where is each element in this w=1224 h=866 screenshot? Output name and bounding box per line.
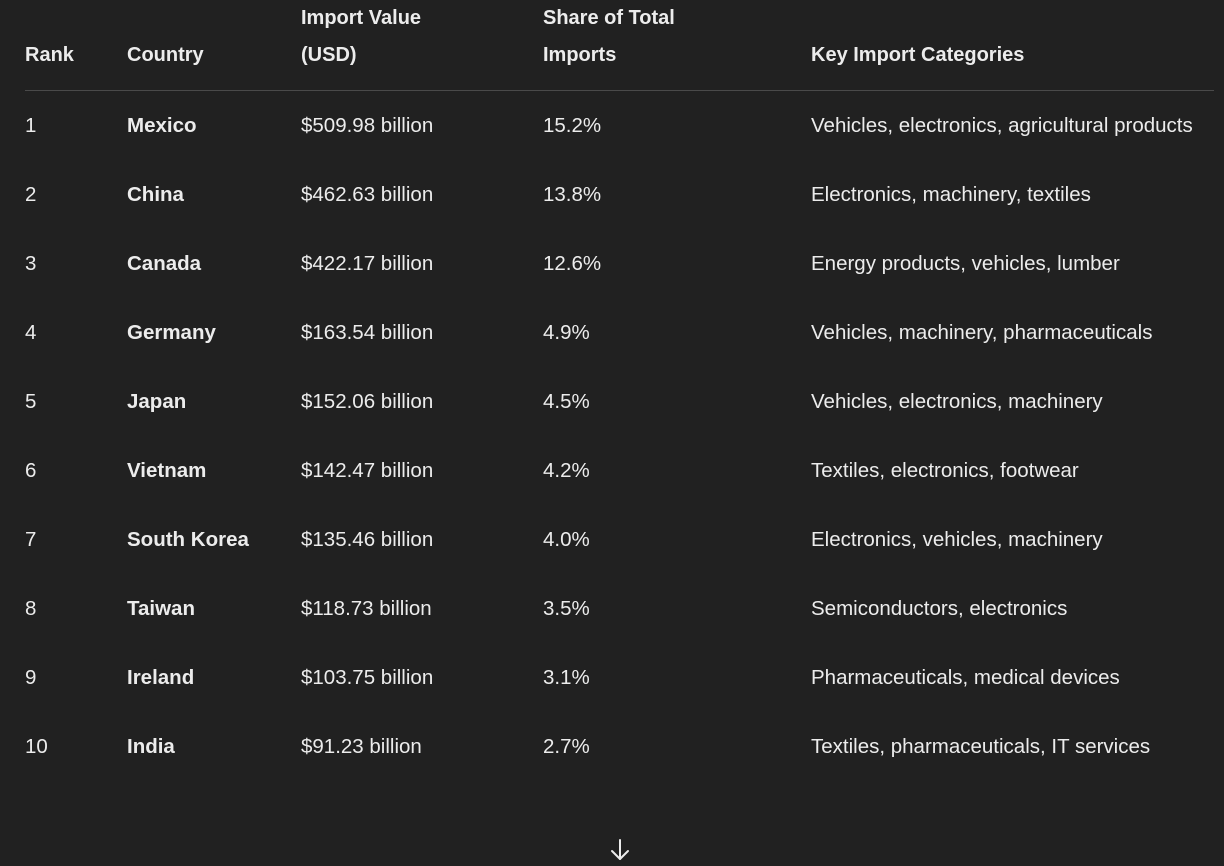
header-share: Share of Total Imports bbox=[543, 0, 811, 91]
cell-rank: 7 bbox=[25, 528, 37, 551]
header-rank: Rank bbox=[25, 0, 127, 91]
cell-country: Ireland bbox=[127, 666, 195, 689]
cell-share: 4.9% bbox=[543, 321, 590, 344]
table-row: 8 Taiwan $118.73 billion 3.5% Semiconductors… bbox=[25, 574, 1214, 643]
scroll-down-button[interactable] bbox=[606, 836, 634, 864]
cell-rank: 9 bbox=[25, 666, 37, 689]
cell-categories: Vehicles, machinery, pharmaceuticals bbox=[811, 321, 1153, 344]
cell-categories: Electronics, machinery, textiles bbox=[811, 183, 1091, 206]
cell-categories: Vehicles, electronics, agricultural prod… bbox=[811, 114, 1193, 137]
cell-categories: Vehicles, electronics, machinery bbox=[811, 390, 1103, 413]
cell-share: 13.8% bbox=[543, 183, 602, 206]
cell-share: 15.2% bbox=[543, 114, 602, 137]
table-row: 2 China $462.63 billion 13.8% Electronics, m… bbox=[25, 160, 1214, 229]
cell-rank: 2 bbox=[25, 183, 37, 206]
cell-share: 4.2% bbox=[543, 459, 590, 482]
cell-categories: Textiles, electronics, footwear bbox=[811, 459, 1079, 482]
cell-rank: 5 bbox=[25, 390, 37, 413]
cell-share: 4.0% bbox=[543, 528, 590, 551]
header-categories: Key Import Categories bbox=[811, 0, 1214, 91]
cell-rank: 4 bbox=[25, 321, 37, 344]
cell-rank: 3 bbox=[25, 252, 37, 275]
cell-import-value: $142.47 billion bbox=[301, 459, 434, 482]
cell-country: Japan bbox=[127, 390, 187, 413]
table-row: 6 Vietnam $142.47 billion 4.2% Textiles, ele… bbox=[25, 436, 1214, 505]
table-row: 7 South Korea $135.46 billion 4.0% Electroni… bbox=[25, 505, 1214, 574]
cell-import-value: $509.98 billion bbox=[301, 114, 434, 137]
cell-rank: 10 bbox=[25, 735, 48, 758]
cell-import-value: $422.17 billion bbox=[301, 252, 434, 275]
cell-share: 4.5% bbox=[543, 390, 590, 413]
header-import-value: Import Value (USD) bbox=[301, 0, 543, 91]
cell-categories: Energy products, vehicles, lumber bbox=[811, 252, 1120, 275]
header-country: Country bbox=[127, 0, 301, 91]
imports-table-container: Rank Country Import Value (USD) Share of… bbox=[25, 0, 1214, 781]
table-row: 4 Germany $163.54 billion 4.9% Vehicles, mac… bbox=[25, 298, 1214, 367]
table-row: 1 Mexico $509.98 billion 15.2% Vehicles, ele… bbox=[25, 91, 1214, 161]
cell-import-value: $462.63 billion bbox=[301, 183, 434, 206]
cell-country: Canada bbox=[127, 252, 202, 275]
table-row: 9 Ireland $103.75 billion 3.1% Pharmaceutica… bbox=[25, 643, 1214, 712]
cell-import-value: $91.23 billion bbox=[301, 735, 422, 758]
cell-import-value: $152.06 billion bbox=[301, 390, 434, 413]
cell-categories: Semiconductors, electronics bbox=[811, 597, 1068, 620]
cell-import-value: $103.75 billion bbox=[301, 666, 434, 689]
table-row: 5 Japan $152.06 billion 4.5% Vehicles, elect… bbox=[25, 367, 1214, 436]
cell-country: Mexico bbox=[127, 114, 197, 137]
cell-categories: Electronics, vehicles, machinery bbox=[811, 528, 1103, 551]
cell-share: 2.7% bbox=[543, 735, 590, 758]
cell-rank: 6 bbox=[25, 459, 37, 482]
cell-rank: 8 bbox=[25, 597, 37, 620]
cell-import-value: $163.54 billion bbox=[301, 321, 434, 344]
cell-import-value: $135.46 billion bbox=[301, 528, 434, 551]
cell-categories: Textiles, pharmaceuticals, IT services bbox=[811, 735, 1151, 758]
table-row: 3 Canada $422.17 billion 12.6% Energy produc… bbox=[25, 229, 1214, 298]
cell-country: India bbox=[127, 735, 175, 758]
table-body: 1 Mexico $509.98 billion 15.2% Vehicles, ele… bbox=[25, 91, 1214, 782]
cell-import-value: $118.73 billion bbox=[301, 597, 432, 620]
cell-country: China bbox=[127, 183, 184, 206]
cell-categories: Pharmaceuticals, medical devices bbox=[811, 666, 1120, 689]
cell-share: 3.1% bbox=[543, 666, 590, 689]
cell-country: Germany bbox=[127, 321, 216, 344]
cell-country: Taiwan bbox=[127, 597, 195, 620]
table-header: Rank Country Import Value (USD) Share of… bbox=[25, 0, 1214, 91]
cell-country: Vietnam bbox=[127, 459, 207, 482]
cell-share: 12.6% bbox=[543, 252, 602, 275]
cell-share: 3.5% bbox=[543, 597, 590, 620]
arrow-down-icon bbox=[609, 838, 631, 862]
cell-rank: 1 bbox=[25, 114, 37, 137]
header-row: Rank Country Import Value (USD) Share of… bbox=[25, 0, 1214, 91]
cell-country: South Korea bbox=[127, 528, 249, 551]
imports-table: Rank Country Import Value (USD) Share of… bbox=[25, 0, 1214, 781]
table-row: 10 India $91.23 billion 2.7% Textiles, pharm… bbox=[25, 712, 1214, 781]
